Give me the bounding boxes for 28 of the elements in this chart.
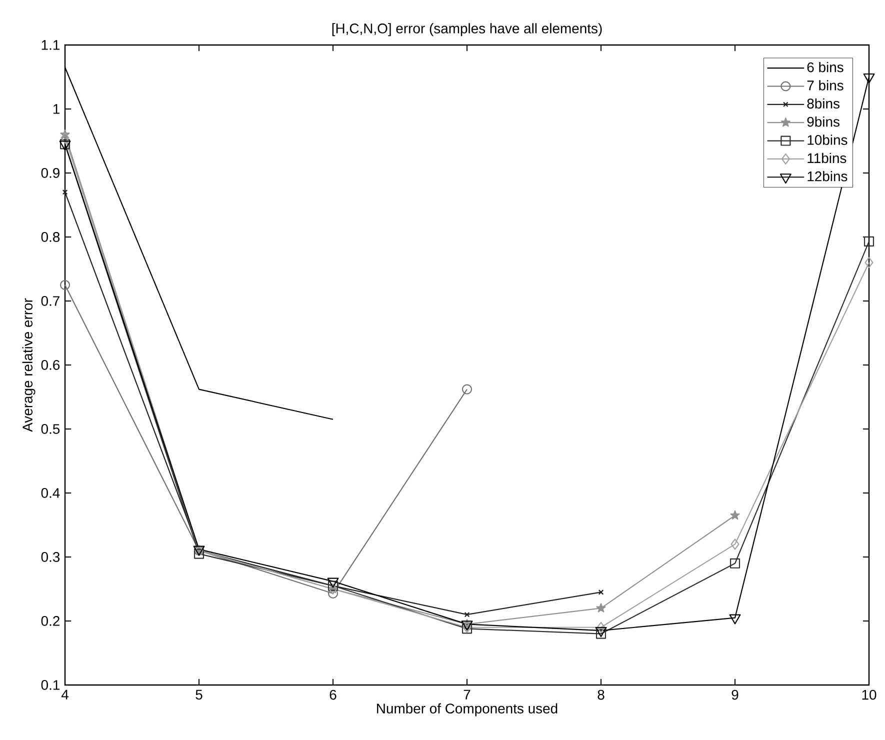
x-tick-label: 6 xyxy=(330,690,336,700)
y-tick-label: 1 xyxy=(53,104,60,114)
x-tick-label: 10 xyxy=(862,690,876,700)
legend-label: 7 bins xyxy=(807,80,844,90)
x-tick-label: 8 xyxy=(598,690,604,700)
chart-title: [H,C,N,O] error (samples have all elements) xyxy=(332,23,602,36)
legend-label: 12bins xyxy=(808,171,848,182)
y-tick-label: 0.7 xyxy=(41,296,60,306)
legend-label: 10bins xyxy=(808,134,848,145)
y-axis-title: Average relative error xyxy=(22,298,36,432)
y-tick-label: 0.1 xyxy=(41,680,60,690)
y-tick-label: 0.9 xyxy=(41,168,60,178)
y-tick-label: 0.3 xyxy=(41,552,60,562)
x-axis-title: Number of Components used xyxy=(377,703,558,716)
x-tick-label: 9 xyxy=(732,690,738,700)
y-tick-label: 1.1 xyxy=(42,40,60,50)
x-tick-label: 5 xyxy=(196,690,202,700)
x-tick-label: 4 xyxy=(61,690,68,700)
y-tick-label: 0.8 xyxy=(41,232,60,242)
y-tick-label: 0.5 xyxy=(41,424,60,434)
legend-label: 11bins xyxy=(808,152,846,164)
legend-label: 9bins xyxy=(807,116,840,127)
y-tick-label: 0.2 xyxy=(41,616,60,626)
legend-label: 6 bins xyxy=(807,62,844,72)
x-tick-label: 7 xyxy=(464,690,470,700)
y-tick-label: 0.6 xyxy=(41,360,60,370)
y-tick-label: 0.4 xyxy=(41,488,60,498)
legend-label: 8bins xyxy=(807,98,840,109)
